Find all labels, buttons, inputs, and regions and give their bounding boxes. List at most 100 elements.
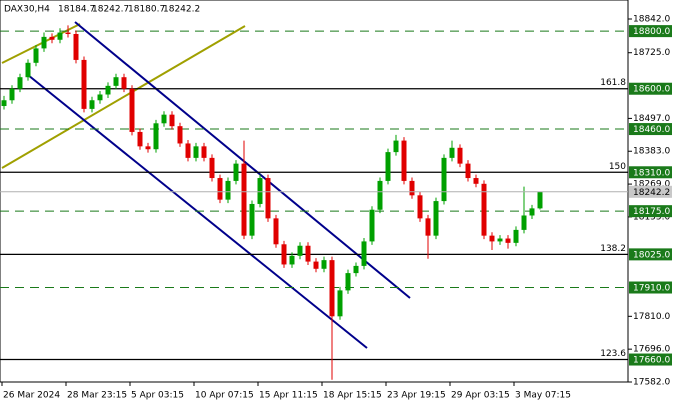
candle-body [481,183,487,236]
candle-body [273,218,279,245]
candle-body [249,203,255,236]
level-label-box [629,281,672,294]
trend-line [1,23,81,64]
fib-label: 138.2 [600,244,626,254]
candle-body [105,85,111,95]
candle-body [465,163,471,179]
ohlc-open: 18184.7 [58,5,95,15]
level-label: 18025.0 [633,250,670,260]
candle-body [305,245,311,262]
candle-body [425,218,431,236]
x-tick-label: 23 Apr 19:15 [387,391,446,401]
candle-body [289,255,295,265]
x-tick-label: 15 Apr 11:15 [259,391,318,401]
ohlc-high: 18242.7 [92,5,129,15]
candle-body [409,180,415,196]
candle-body [537,191,543,209]
level-label: 17660.0 [633,356,670,366]
candle-body [57,32,63,40]
candle-body [345,273,351,291]
candle-body [313,261,319,269]
candle-body [329,260,335,317]
ohlc-low: 18180.7 [128,5,165,15]
candle-body [449,147,455,158]
y-tick-label: 17582.0 [633,378,670,388]
candle-body [153,123,159,150]
candle-body [89,100,95,109]
x-tick-label: 28 Mar 23:15 [67,391,127,401]
level-label-box [629,123,672,136]
candle-body [145,146,151,150]
x-tick-label: 18 Apr 15:15 [323,391,382,401]
chart-title: DAX30,H4 [4,5,50,15]
candle-body [1,100,7,107]
candle-body [137,131,143,147]
candle-body [121,77,127,89]
level-label-box [629,166,672,179]
y-tick-label: 17696.0 [633,345,670,355]
candle-body [497,238,503,242]
candle-body [521,215,527,230]
y-tick-label: 18842.0 [633,15,670,25]
channel-line [74,21,411,299]
candle-body [393,140,399,153]
dynamic-layer: 18842.0 18725.0 18497.0 18383.0 18269.0 18155… [0,15,672,401]
candle-body [385,152,391,181]
candle-body [193,146,199,158]
candle-body [41,36,47,49]
x-tick-label: 5 Apr 03:15 [131,391,184,401]
candle-body [265,178,271,219]
level-label: 18175.0 [633,207,670,217]
x-tick-label: 29 Apr 03:15 [451,391,510,401]
candle-body [369,209,375,242]
y-tick-label: 17810.0 [633,312,670,322]
candle-body [209,157,215,179]
candle-body [457,147,463,164]
level-label-box [629,353,672,366]
candle-body [97,94,103,101]
candle-body [73,33,79,60]
candle-body [113,77,119,86]
current-price-label: 18242.2 [633,188,670,198]
candle-body [361,241,367,266]
candle-body [297,245,303,256]
level-label: 18310.0 [633,168,670,178]
candle-body [241,163,247,236]
y-tick-label: 18497.0 [633,114,670,124]
plot-frame [0,0,629,383]
y-tick-label: 18383.0 [633,147,670,157]
x-tick-label: 3 May 07:15 [515,391,571,401]
y-tick-label: 18725.0 [633,48,670,58]
candle-body [217,178,223,200]
candle-body [177,126,183,144]
level-label-box [629,248,672,261]
candle-body [81,59,87,109]
candle-body [233,163,239,181]
y-tick-label: 18155.0 [633,212,670,222]
candle-body [489,235,495,242]
x-tick-label: 10 Apr 07:15 [195,391,254,401]
candle-body [17,77,23,89]
fib-label: 150 [609,162,626,172]
x-tick-label: 26 Mar 2024 [3,391,60,401]
candle-body [25,62,31,78]
level-label-box [629,82,672,95]
candle-body [129,88,135,132]
candle-body [473,178,479,184]
candle-body [201,146,207,158]
level-label-box [629,205,672,218]
candle-body [169,114,175,127]
y-tick-label: 18269.0 [633,180,670,190]
candle-body [417,195,423,219]
candle-body [337,290,343,317]
candle-body [377,180,383,210]
candle-body [161,114,167,124]
candle-body [353,265,359,274]
candle-body [185,143,191,158]
candle-body [441,157,447,202]
level-label: 18800.0 [633,27,670,37]
candle-body [433,201,439,236]
candle-body [49,36,55,40]
